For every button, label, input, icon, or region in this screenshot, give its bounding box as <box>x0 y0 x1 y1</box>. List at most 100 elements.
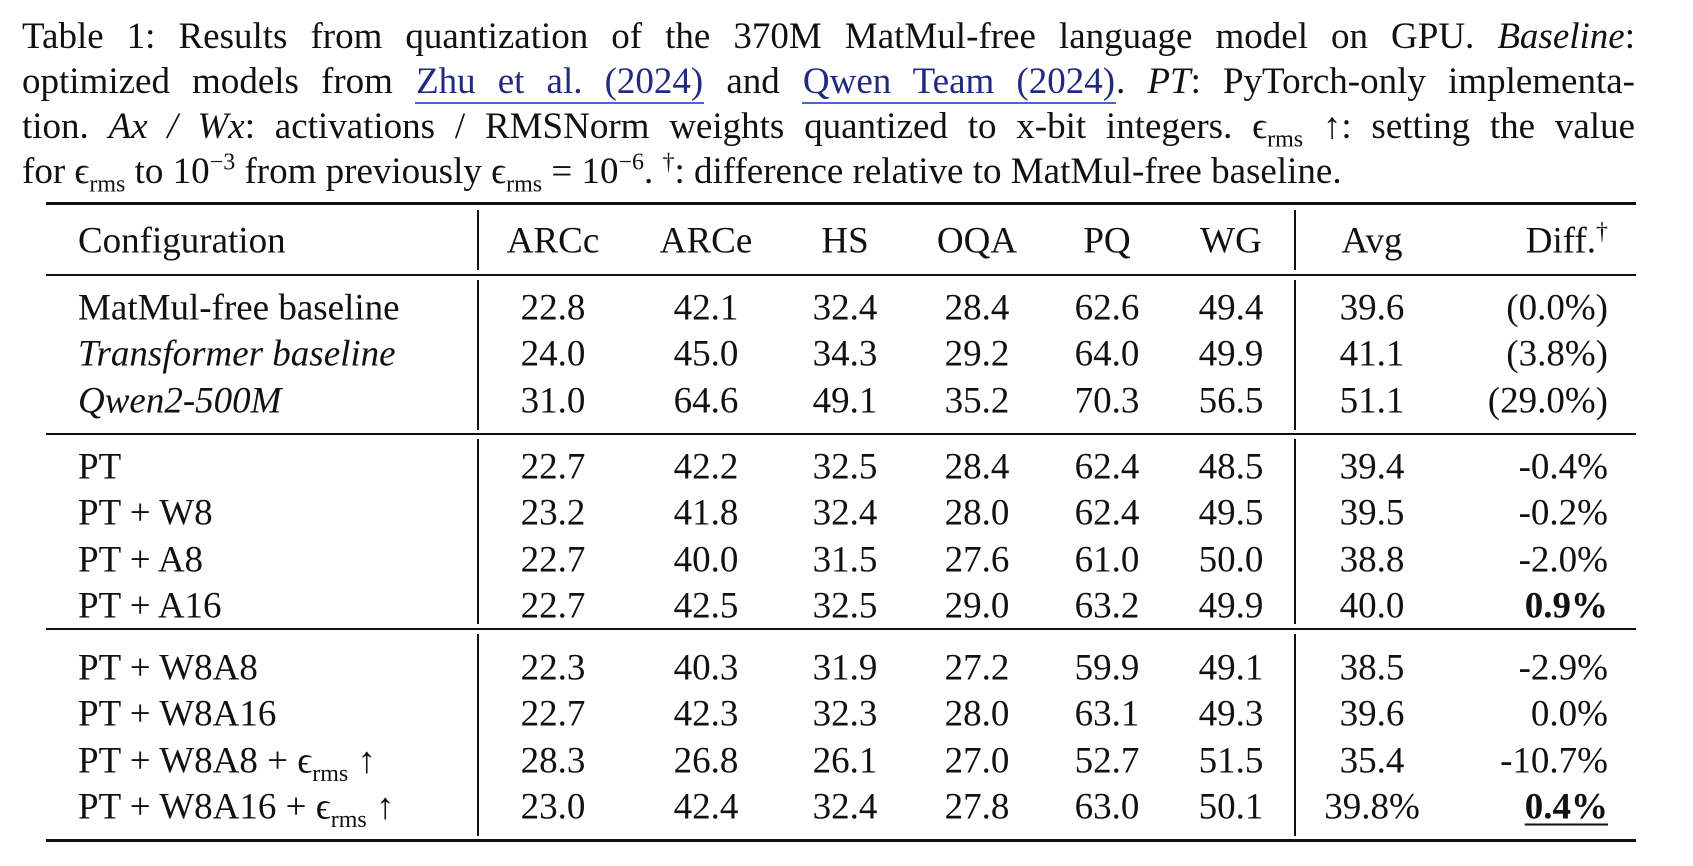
column-separator <box>1294 280 1296 430</box>
column-separator <box>1294 210 1296 270</box>
table-cell: 28.4 <box>944 446 1010 488</box>
table-cell: 29.0 <box>944 585 1010 627</box>
caption-line: tion. Ax / Wx: activations / RMSNorm wei… <box>22 104 1635 153</box>
column-separator <box>477 439 479 624</box>
table-cell: (3.8%) <box>1506 333 1608 375</box>
caption-line: optimized models from Zhu et al. (2024) … <box>22 59 1635 104</box>
table-cell: 49.1 <box>1198 647 1264 689</box>
table-cell: 23.2 <box>520 492 586 534</box>
table-cell: 51.1 <box>1339 380 1405 422</box>
caption-line: for ϵrms to 10−3 from previously ϵrms = … <box>22 149 1635 198</box>
row-label-text: Qwen2-500M <box>78 380 282 422</box>
citation-link[interactable]: Zhu et al. (2024) <box>415 61 705 104</box>
column-header: WG <box>1200 223 1262 260</box>
math-subscript: rms <box>1267 126 1304 153</box>
table-cell: -10.7% <box>1500 740 1608 782</box>
caption-text: = 10 <box>542 151 619 192</box>
table-cell: 70.3 <box>1074 380 1140 422</box>
footnote-mark: † <box>662 149 675 176</box>
column-separator <box>477 634 479 836</box>
table-cell: 32.4 <box>812 492 878 534</box>
table-cell: 42.2 <box>673 446 739 488</box>
row-label-text: PT + W8A8 <box>78 647 258 689</box>
table-cell: 40.0 <box>1339 585 1405 627</box>
column-separator <box>1294 634 1296 836</box>
column-header-text: Diff. <box>1525 220 1596 262</box>
row-label-text: Transformer baseline <box>78 333 396 375</box>
math-symbol: ϵ <box>297 740 313 782</box>
table-cell: 31.9 <box>812 647 878 689</box>
row-label: Qwen2-500M <box>78 382 281 419</box>
footnote-mark: † <box>1596 219 1608 246</box>
arrow: ↑ <box>348 740 376 782</box>
caption-text: . <box>644 151 663 192</box>
table-cell: 42.4 <box>673 786 739 828</box>
caption-text: : <box>1624 16 1635 57</box>
table-cell: 39.6 <box>1339 693 1405 735</box>
caption-text: optimized models from <box>22 61 416 102</box>
table-cell: 62.6 <box>1074 287 1140 329</box>
table-cell: 32.5 <box>812 585 878 627</box>
table-cell: 49.5 <box>1198 492 1264 534</box>
column-header-text: PQ <box>1083 220 1131 262</box>
column-header: ARCc <box>507 223 600 260</box>
column-separator <box>1294 439 1296 624</box>
math-subscript: rms <box>89 171 126 198</box>
table-cell: 49.4 <box>1198 287 1264 329</box>
table-cell: 32.4 <box>812 786 878 828</box>
table-cell: 28.0 <box>944 492 1010 534</box>
table-cell: 22.7 <box>520 693 586 735</box>
table-cell: 52.7 <box>1074 740 1140 782</box>
column-header-text: Avg <box>1341 220 1403 262</box>
column-header-text: ARCe <box>659 220 753 262</box>
caption-text: from previously <box>235 151 492 192</box>
table-cell: 26.8 <box>673 740 739 782</box>
table-cell: 51.5 <box>1198 740 1264 782</box>
top-rule <box>46 202 1636 205</box>
table-cell: 26.1 <box>812 740 878 782</box>
caption-text: ↑: setting the value <box>1303 106 1635 147</box>
table-cell: 62.4 <box>1074 446 1140 488</box>
table-cell: 31.0 <box>520 380 586 422</box>
row-label: PT + W8A16 + ϵrms ↑ <box>78 786 394 831</box>
table-cell: 35.2 <box>944 380 1010 422</box>
table-cell: 22.7 <box>520 446 586 488</box>
table-cell: 0.0% <box>1530 693 1608 735</box>
column-header-text: WG <box>1200 220 1262 262</box>
column-header-text: Configuration <box>78 220 286 262</box>
table-cell: 63.0 <box>1074 786 1140 828</box>
table-cell: 59.9 <box>1074 647 1140 689</box>
table-cell: 22.7 <box>520 539 586 581</box>
table-cell: 63.2 <box>1074 585 1140 627</box>
table-cell: 0.9% <box>1524 585 1608 627</box>
row-label-text: PT + W8A16 + <box>78 786 316 828</box>
mid-rule <box>46 433 1636 435</box>
row-label-text: PT <box>78 446 122 488</box>
table-cell: 0.4% <box>1524 786 1608 828</box>
table-cell: 49.9 <box>1198 585 1264 627</box>
citation-link[interactable]: Qwen Team (2024) <box>801 61 1117 104</box>
table-cell: 27.0 <box>944 740 1010 782</box>
row-label: MatMul-free baseline <box>78 290 400 327</box>
table-cell: 22.7 <box>520 585 586 627</box>
row-label-text: PT + W8 <box>78 492 213 534</box>
table-cell: 40.3 <box>673 647 739 689</box>
mid-rule <box>46 628 1636 630</box>
caption-text: . <box>1116 61 1148 102</box>
caption-term: PT <box>1147 61 1191 102</box>
caption-text: : PyTorch-only implementa- <box>1190 61 1635 102</box>
caption-text: : difference relative to MatMul-free bas… <box>674 151 1342 192</box>
table-cell: 45.0 <box>673 333 739 375</box>
caption-line: Table 1: Results from quantization of th… <box>22 14 1635 59</box>
table-cell: 22.3 <box>520 647 586 689</box>
table-cell: 50.0 <box>1198 539 1264 581</box>
table-cell: 38.8 <box>1339 539 1405 581</box>
row-label: PT + A16 <box>78 587 222 624</box>
table-cell: (0.0%) <box>1506 287 1608 329</box>
table-cell: 28.3 <box>520 740 586 782</box>
math-symbol: ϵ <box>491 151 507 192</box>
table-cell: 28.4 <box>944 287 1010 329</box>
row-label: PT <box>78 449 121 486</box>
table-cell: 41.1 <box>1339 333 1405 375</box>
